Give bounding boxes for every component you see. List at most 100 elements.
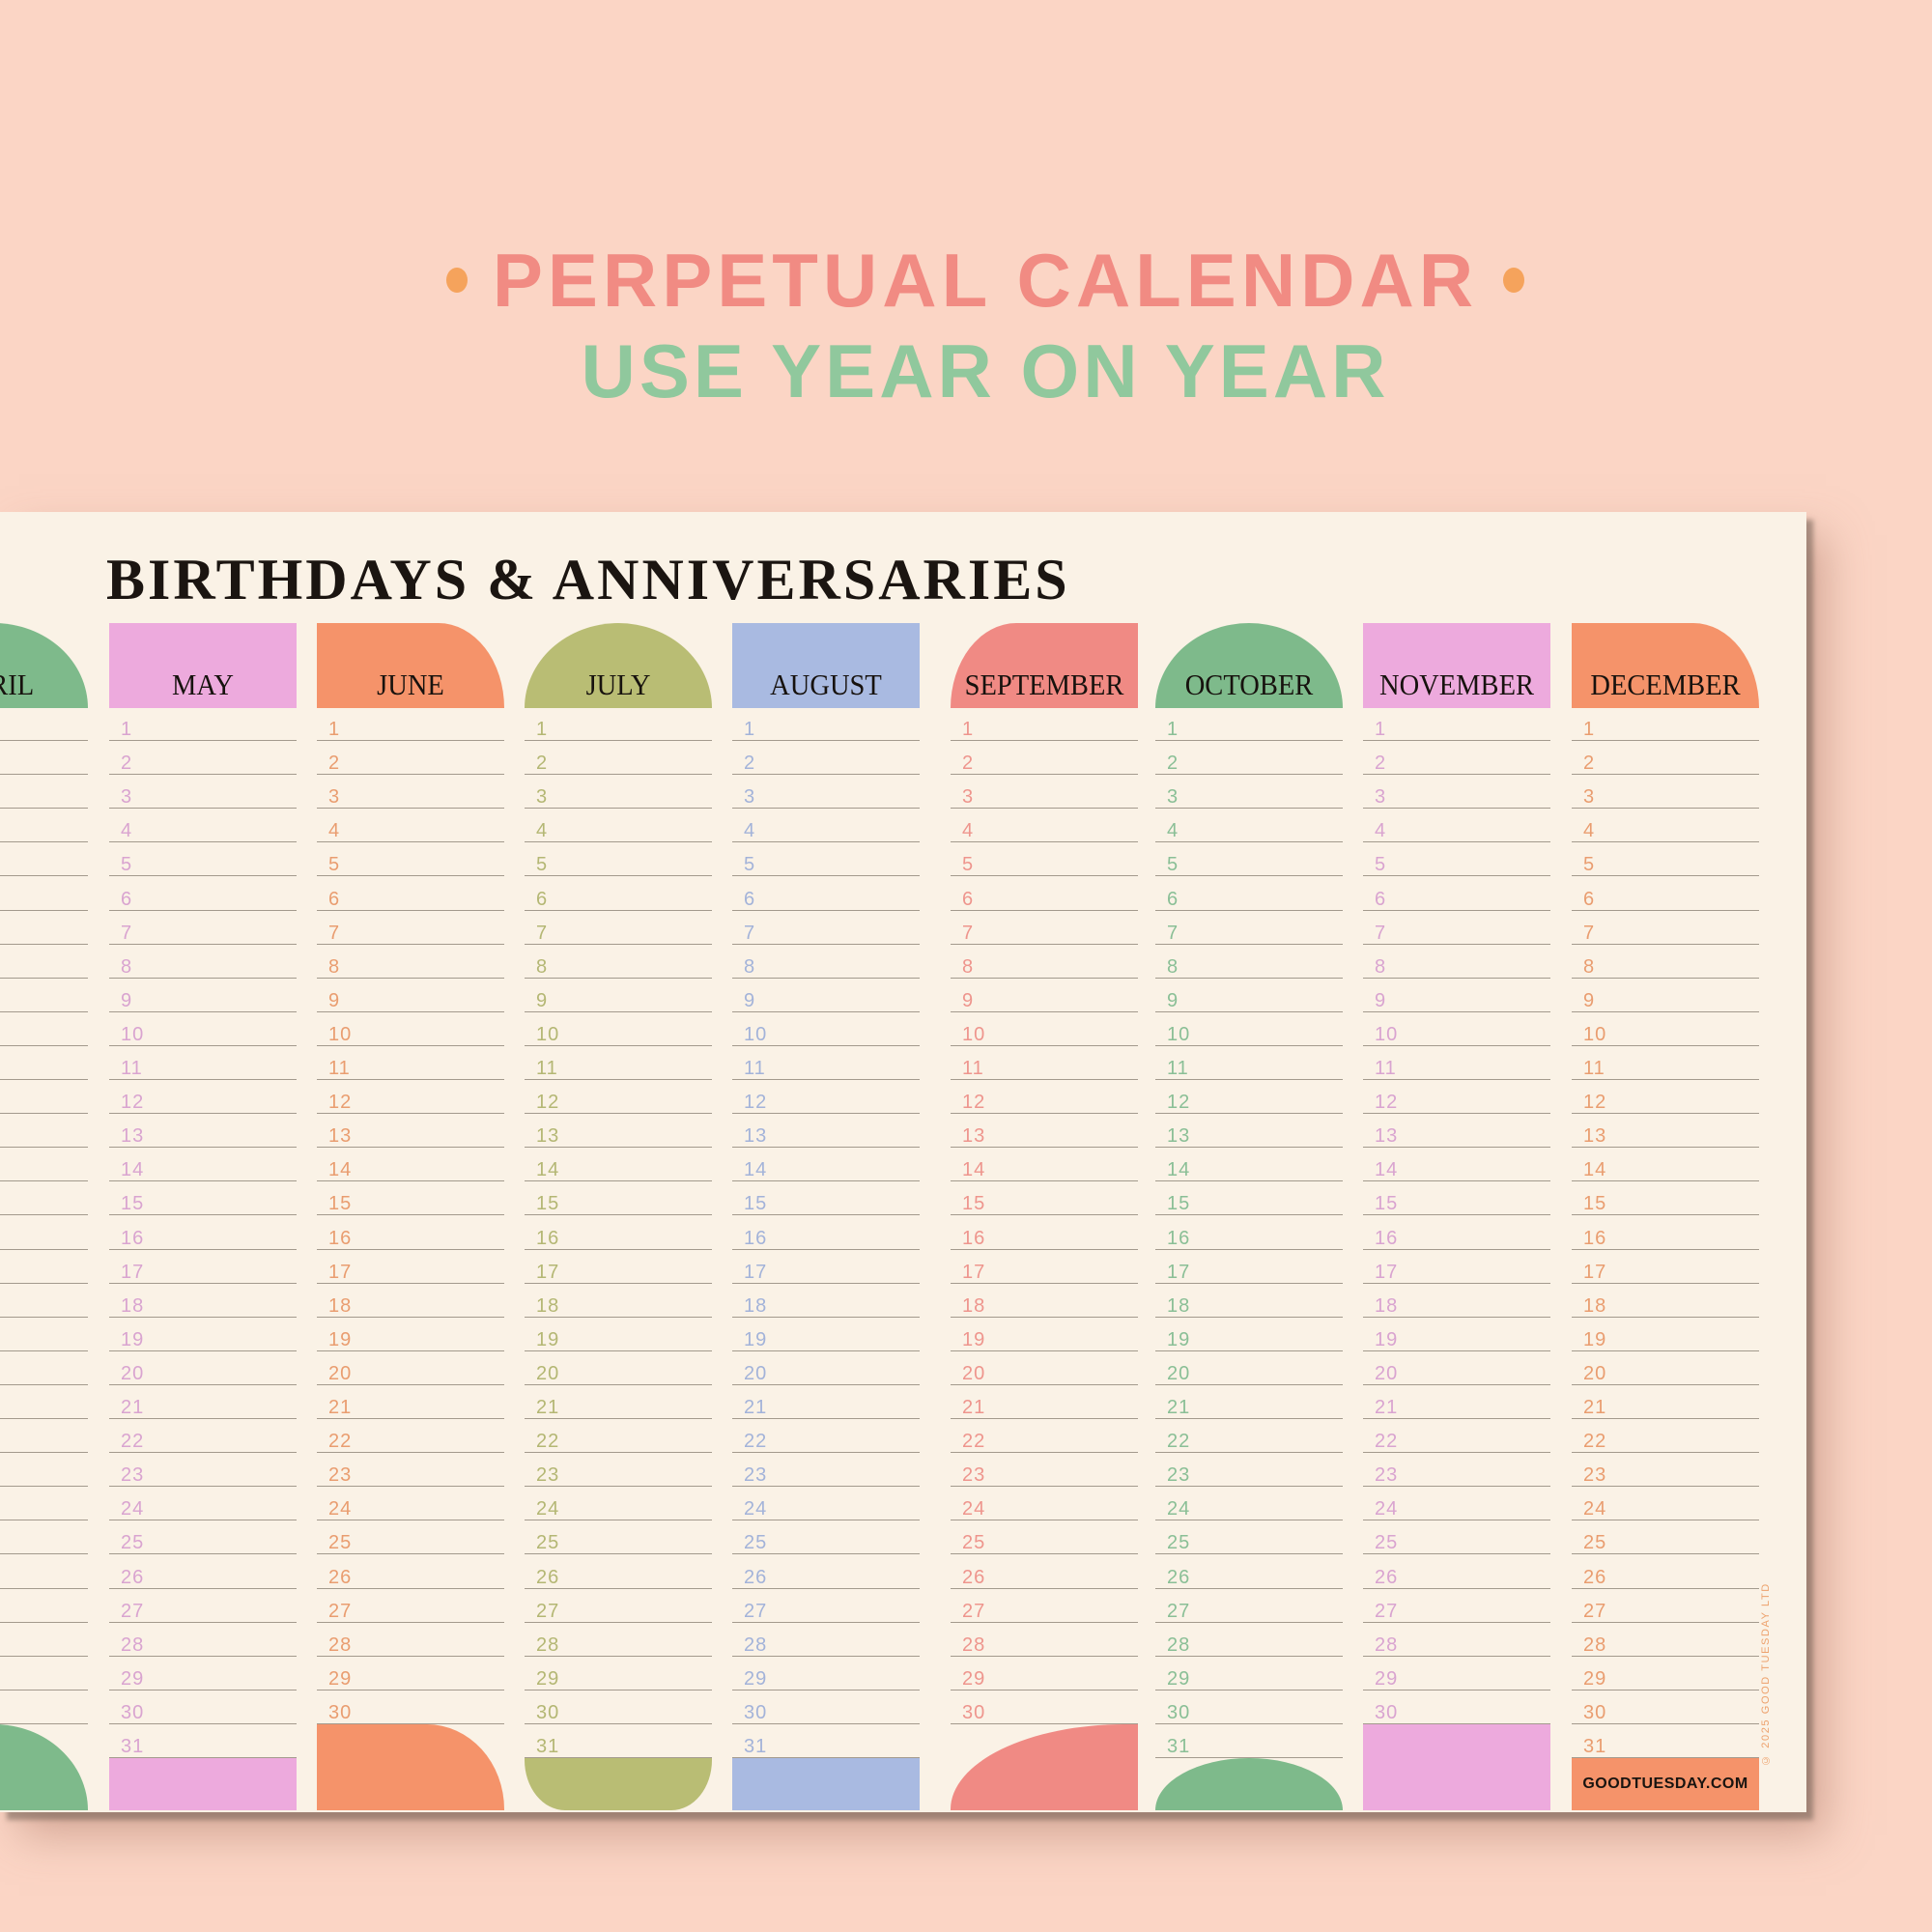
day-number: 11 xyxy=(1375,1058,1397,1079)
day-number: 16 xyxy=(121,1227,145,1249)
day-line xyxy=(732,1757,920,1758)
day-number: 25 xyxy=(328,1532,353,1554)
day-number: 11 xyxy=(1167,1058,1189,1079)
day-line xyxy=(0,1621,88,1623)
day-number: 16 xyxy=(1167,1227,1191,1249)
day-line xyxy=(1155,1214,1343,1216)
day-number: 14 xyxy=(744,1159,768,1181)
day-number: 28 xyxy=(744,1634,768,1656)
day-number: 30 xyxy=(1375,1701,1399,1723)
day-line xyxy=(1572,1180,1759,1182)
day-number: 27 xyxy=(1583,1600,1607,1622)
day-number: 5 xyxy=(121,854,133,876)
day-number: 18 xyxy=(1167,1294,1191,1317)
day-line xyxy=(525,1350,712,1351)
day-number: 15 xyxy=(1167,1193,1191,1215)
day-number: 14 xyxy=(121,1159,145,1181)
month-footer-shape-july xyxy=(525,1758,712,1810)
day-line xyxy=(317,1655,504,1657)
day-line xyxy=(0,740,88,741)
day-line xyxy=(1363,1044,1550,1046)
day-line xyxy=(109,1180,297,1182)
day-number: 27 xyxy=(328,1600,353,1622)
day-line xyxy=(1572,841,1759,843)
day-number: 23 xyxy=(1167,1464,1191,1487)
day-number: 16 xyxy=(962,1227,986,1249)
day-line xyxy=(0,1587,88,1589)
day-line xyxy=(951,740,1138,741)
day-number: 10 xyxy=(1375,1023,1399,1045)
day-number: 17 xyxy=(1375,1261,1399,1283)
day-number: 20 xyxy=(744,1362,768,1384)
day-number: 27 xyxy=(536,1600,560,1622)
day-number: 20 xyxy=(328,1362,353,1384)
day-number: 24 xyxy=(121,1498,145,1520)
day-number: 21 xyxy=(328,1397,353,1418)
day-number: 29 xyxy=(1167,1667,1191,1690)
day-number: 15 xyxy=(536,1193,560,1215)
day-line xyxy=(109,1757,297,1758)
day-number: 11 xyxy=(328,1058,351,1079)
day-number: 16 xyxy=(1583,1227,1607,1249)
day-line xyxy=(317,1621,504,1623)
day-number: 2 xyxy=(536,753,549,775)
day-line xyxy=(1155,1316,1343,1318)
day-line xyxy=(951,1282,1138,1284)
day-line xyxy=(1155,1621,1343,1623)
day-number: 1 xyxy=(328,719,341,740)
day-line xyxy=(317,1486,504,1488)
day-number: 20 xyxy=(121,1362,145,1384)
promo-line2: USE YEAR ON YEAR xyxy=(581,328,1390,413)
day-number: 1 xyxy=(1583,719,1596,740)
day-line xyxy=(1363,1350,1550,1351)
day-line xyxy=(951,1350,1138,1351)
day-line xyxy=(1363,977,1550,979)
day-line xyxy=(732,1722,920,1724)
day-line xyxy=(1363,1316,1550,1318)
day-line xyxy=(109,1079,297,1080)
day-number: 28 xyxy=(1583,1634,1607,1656)
day-number: 27 xyxy=(744,1600,768,1622)
day-number: 10 xyxy=(328,1023,353,1045)
day-number: 9 xyxy=(536,989,549,1011)
day-line xyxy=(732,774,920,776)
day-number: 3 xyxy=(536,786,549,809)
day-line xyxy=(1155,1452,1343,1454)
day-line xyxy=(951,875,1138,877)
day-number: 23 xyxy=(328,1464,353,1487)
day-line xyxy=(0,774,88,776)
day-number: 22 xyxy=(1167,1431,1191,1453)
day-number: 26 xyxy=(744,1566,768,1588)
day-number: 4 xyxy=(121,820,133,842)
day-line xyxy=(732,1282,920,1284)
day-number: 24 xyxy=(744,1498,768,1520)
day-number: 11 xyxy=(744,1058,766,1079)
day-line xyxy=(732,1553,920,1555)
day-line xyxy=(525,841,712,843)
day-line xyxy=(1155,1655,1343,1657)
day-number: 8 xyxy=(1167,955,1179,978)
day-number: 13 xyxy=(1583,1125,1607,1148)
day-number: 25 xyxy=(1375,1532,1399,1554)
day-line xyxy=(732,1180,920,1182)
day-number: 18 xyxy=(1583,1294,1607,1317)
day-line xyxy=(525,1587,712,1589)
day-number: 8 xyxy=(962,955,975,978)
day-line xyxy=(951,1113,1138,1115)
day-line xyxy=(1155,1044,1343,1046)
day-line xyxy=(0,977,88,979)
day-number: 26 xyxy=(1583,1566,1607,1588)
day-line xyxy=(732,1350,920,1351)
day-line xyxy=(109,1655,297,1657)
day-line xyxy=(732,1621,920,1623)
day-number: 13 xyxy=(328,1125,353,1148)
day-line xyxy=(1363,1248,1550,1250)
day-number: 19 xyxy=(121,1328,145,1350)
day-line xyxy=(317,1113,504,1115)
day-line xyxy=(1155,740,1343,741)
poster-sheet: BIRTHDAYS & ANNIVERSARIES APRIL123456789… xyxy=(0,512,1806,1812)
day-number: 9 xyxy=(1167,989,1179,1011)
day-line xyxy=(525,1655,712,1657)
copyright-vertical: © 2025 GOOD TUESDAY LTD xyxy=(1760,1582,1772,1766)
